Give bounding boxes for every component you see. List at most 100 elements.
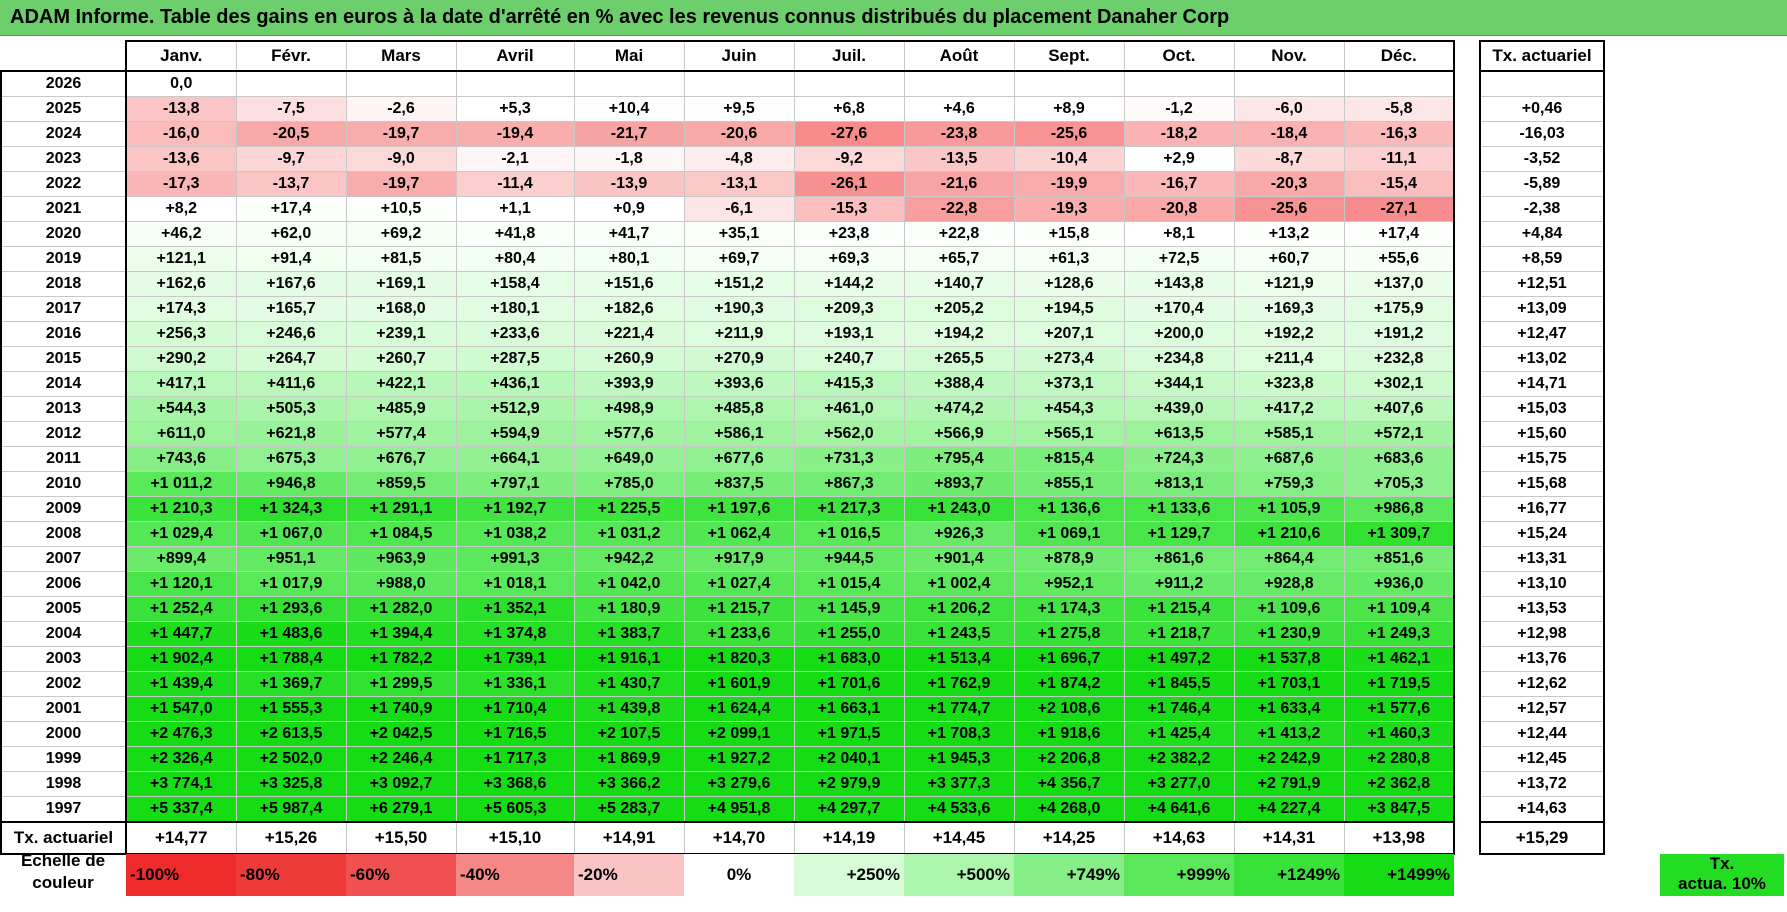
value-cell: +586,1 — [683, 421, 795, 447]
report-title: ADAM Informe. Table des gains en euros à… — [10, 6, 1230, 28]
value-cell: +1 215,4 — [1123, 596, 1235, 622]
value-cell: +1 015,4 — [793, 571, 905, 597]
value-cell: +2 476,3 — [125, 721, 237, 747]
year-cell: 2003 — [0, 646, 127, 672]
value-cell: +8,1 — [1123, 221, 1235, 247]
year-cell: 2015 — [0, 346, 127, 372]
value-cell: +1 002,4 — [903, 571, 1015, 597]
value-cell: -16,0 — [125, 121, 237, 147]
table-row: 2004 +1 447,7 +1 483,6 +1 394,4 +1 374,8 +1 3… — [0, 621, 1605, 647]
table-row: 2023 -13,6 -9,7 -9,0 -2,1 -1,8 -4,8 -9,2 -13,5 -1… — [0, 146, 1605, 172]
legend-swatch: -80% — [236, 854, 346, 896]
value-cell: +41,7 — [573, 221, 685, 247]
table-row: 2006 +1 120,1 +1 017,9 +988,0 +1 018,1 +1 042… — [0, 571, 1605, 597]
year-cell: 2012 — [0, 421, 127, 447]
value-cell: +2 326,4 — [125, 746, 237, 772]
value-cell: +1 016,5 — [793, 521, 905, 547]
value-cell: +1 971,5 — [793, 721, 905, 747]
value-cell: +565,1 — [1013, 421, 1125, 447]
value-cell: +41,8 — [455, 221, 575, 247]
value-cell: +344,1 — [1123, 371, 1235, 397]
table-row: 2010 +1 011,2 +946,8 +859,5 +797,1 +785,0 +837… — [0, 471, 1605, 497]
value-cell: +15,8 — [1013, 221, 1125, 247]
gap — [1454, 521, 1480, 547]
value-cell: +388,4 — [903, 371, 1015, 397]
gains-table: Janv. Févr. Mars Avril Mai Juin Juil. Août Sept.… — [0, 40, 1605, 855]
value-cell: +1 394,4 — [345, 621, 457, 647]
value-cell: +3 377,3 — [903, 771, 1015, 797]
year-cell: 2002 — [0, 671, 127, 697]
month-header: Déc. — [1343, 40, 1455, 72]
gap — [1454, 71, 1480, 97]
value-cell: +3 368,6 — [455, 771, 575, 797]
value-cell: +2 107,5 — [573, 721, 685, 747]
value-cell: +1 129,7 — [1123, 521, 1235, 547]
summary-value: +14,77 — [125, 821, 237, 855]
value-cell: +1 916,1 — [573, 646, 685, 672]
value-cell: +1 439,4 — [125, 671, 237, 697]
value-cell: +1 439,8 — [573, 696, 685, 722]
month-header: Sept. — [1013, 40, 1125, 72]
year-cell: 2011 — [0, 446, 127, 472]
month-header: Avril — [455, 40, 575, 72]
value-cell: +151,6 — [573, 271, 685, 297]
value-cell: +1 197,6 — [683, 496, 795, 522]
year-cell: 2022 — [0, 171, 127, 197]
value-cell: -19,7 — [345, 121, 457, 147]
value-cell: +9,5 — [683, 96, 795, 122]
gap — [1454, 446, 1480, 472]
value-cell: +209,3 — [793, 296, 905, 322]
value-cell: +797,1 — [455, 471, 575, 497]
rate-cell: +8,59 — [1479, 246, 1605, 272]
value-cell: +5,3 — [455, 96, 575, 122]
value-cell: +1 746,4 — [1123, 696, 1235, 722]
rate-cell: +14,63 — [1479, 796, 1605, 823]
summary-value: +14,25 — [1013, 821, 1125, 855]
value-cell: +743,6 — [125, 446, 237, 472]
legend-swatch: 0% — [684, 854, 794, 896]
value-cell: +1 945,3 — [903, 746, 1015, 772]
value-cell: +174,3 — [125, 296, 237, 322]
table-row: 2026 0,0 — [0, 70, 1605, 97]
gap — [1454, 146, 1480, 172]
value-cell: -22,8 — [903, 196, 1015, 222]
value-cell: +3 277,0 — [1123, 771, 1235, 797]
value-cell: +861,6 — [1123, 546, 1235, 572]
gap — [1454, 346, 1480, 372]
legend-swatch: +500% — [904, 854, 1014, 896]
gap — [1454, 822, 1480, 854]
value-cell: +2 382,2 — [1123, 746, 1235, 772]
value-cell: -4,8 — [683, 146, 795, 172]
value-cell: +3 774,1 — [125, 771, 237, 797]
legend-swatch: +749% — [1014, 854, 1124, 896]
value-cell: +683,6 — [1343, 446, 1455, 472]
value-cell: +2 040,1 — [793, 746, 905, 772]
value-cell: +1 624,4 — [683, 696, 795, 722]
legend-swatch: +1499% — [1344, 854, 1454, 896]
year-cell: 2004 — [0, 621, 127, 647]
value-cell: +1 252,4 — [125, 596, 237, 622]
year-cell: 2005 — [0, 596, 127, 622]
legend-swatch: -40% — [456, 854, 574, 896]
value-cell: +731,3 — [793, 446, 905, 472]
value-cell: +2 242,9 — [1233, 746, 1345, 772]
year-cell: 1999 — [0, 746, 127, 772]
value-cell: +1 233,6 — [683, 621, 795, 647]
header-corner — [1, 41, 127, 72]
table-row: 2018 +162,6 +167,6 +169,1 +158,4 +151,6 +151,2… — [0, 271, 1605, 297]
value-cell: +80,1 — [573, 246, 685, 272]
year-cell: 2016 — [0, 321, 127, 347]
value-cell: +4 268,0 — [1013, 796, 1125, 823]
value-cell: +1 739,1 — [455, 646, 575, 672]
value-cell: +1 703,1 — [1233, 671, 1345, 697]
value-cell: -9,2 — [793, 146, 905, 172]
table-row: 1997 +5 337,4 +5 987,4 +6 279,1 +5 605,3 +5 2… — [0, 796, 1605, 823]
table-row: 2012 +611,0 +621,8 +577,4 +594,9 +577,6 +586,1… — [0, 421, 1605, 447]
value-cell: -21,6 — [903, 171, 1015, 197]
value-cell: +813,1 — [1123, 471, 1235, 497]
value-cell: +162,6 — [125, 271, 237, 297]
rate-cell: +4,84 — [1479, 221, 1605, 247]
value-cell: -1,2 — [1123, 96, 1235, 122]
value-cell: +1 180,9 — [573, 596, 685, 622]
value-cell: +169,1 — [345, 271, 457, 297]
